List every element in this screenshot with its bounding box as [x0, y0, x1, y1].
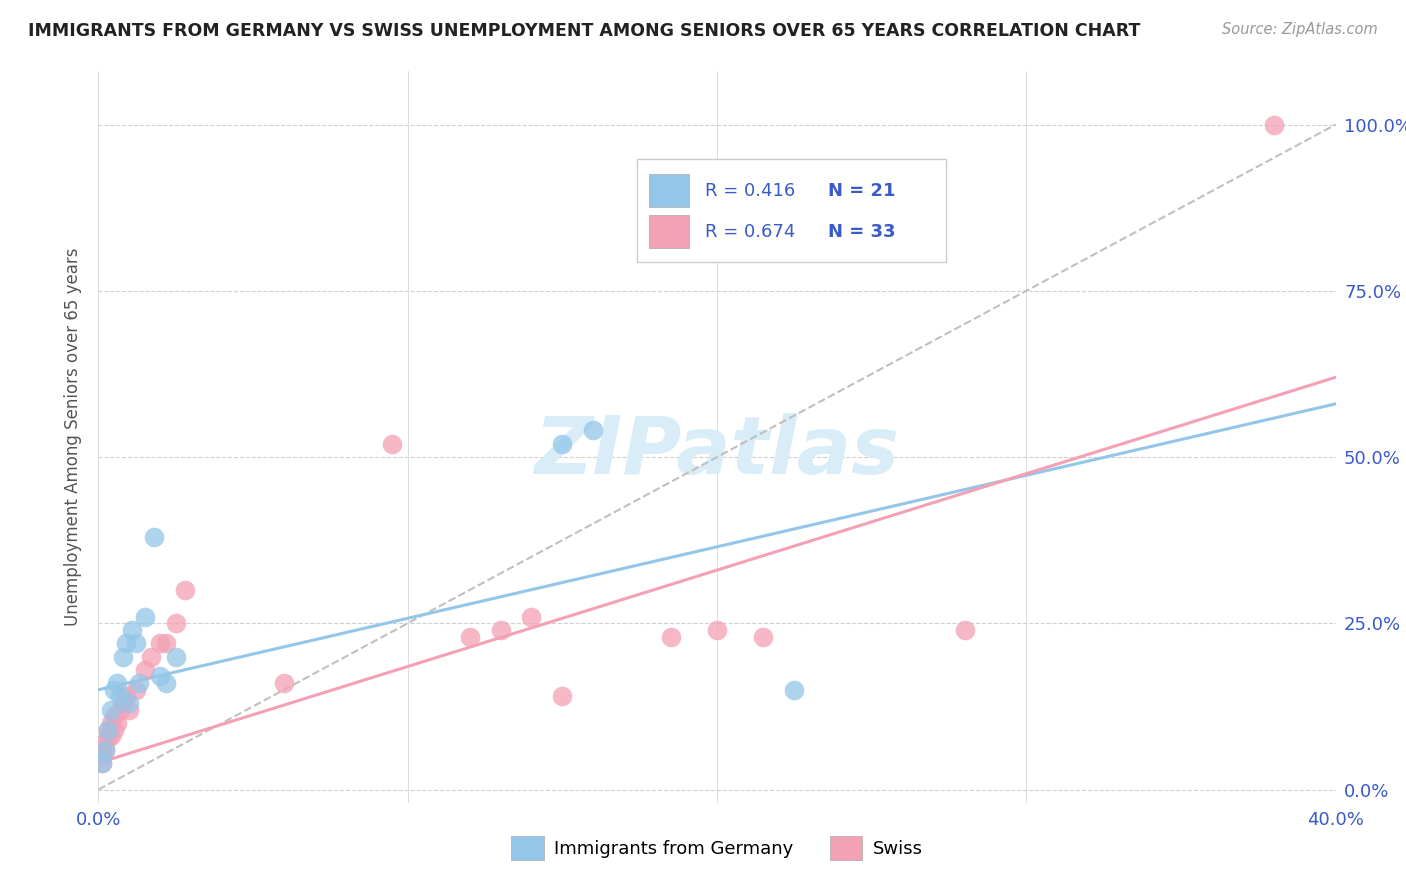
Point: [105, 716, 128, 731]
Point: [112, 696, 135, 710]
Point: [551, 690, 574, 704]
Point: [90, 756, 112, 770]
Point: [659, 630, 682, 644]
Point: [953, 623, 976, 637]
Point: [134, 663, 156, 677]
FancyBboxPatch shape: [637, 159, 946, 261]
Point: [90, 756, 112, 770]
Point: [582, 424, 605, 438]
Text: N = 33: N = 33: [828, 223, 896, 241]
Text: R = 0.416: R = 0.416: [704, 182, 794, 200]
Point: [100, 729, 122, 743]
Point: [1263, 118, 1285, 132]
Point: [458, 630, 481, 644]
Point: [143, 530, 166, 544]
Text: Source: ZipAtlas.com: Source: ZipAtlas.com: [1222, 22, 1378, 37]
Point: [124, 682, 146, 697]
Point: [520, 609, 543, 624]
Point: [706, 623, 728, 637]
Point: [115, 636, 138, 650]
Point: [93, 736, 115, 750]
Text: N = 21: N = 21: [828, 182, 896, 200]
FancyBboxPatch shape: [650, 174, 689, 207]
Point: [124, 636, 146, 650]
Point: [103, 709, 125, 723]
Y-axis label: Unemployment Among Seniors over 65 years: Unemployment Among Seniors over 65 years: [65, 248, 83, 626]
Text: R = 0.674: R = 0.674: [704, 223, 794, 241]
Text: ZIPatlas: ZIPatlas: [534, 413, 900, 491]
Point: [118, 696, 141, 710]
Point: [118, 703, 141, 717]
Point: [155, 676, 177, 690]
Point: [103, 723, 125, 737]
Point: [97, 729, 120, 743]
Point: [783, 682, 806, 697]
Point: [752, 630, 775, 644]
Legend: Immigrants from Germany, Swiss: Immigrants from Germany, Swiss: [503, 830, 931, 867]
Point: [174, 582, 197, 597]
Point: [100, 703, 122, 717]
Point: [489, 623, 512, 637]
Point: [134, 609, 156, 624]
Point: [165, 649, 187, 664]
Point: [112, 649, 135, 664]
Point: [105, 676, 128, 690]
Point: [100, 716, 122, 731]
Point: [155, 636, 177, 650]
Point: [165, 616, 187, 631]
Point: [121, 623, 143, 637]
Point: [97, 723, 120, 737]
Point: [115, 690, 138, 704]
Point: [93, 742, 115, 756]
Point: [128, 676, 150, 690]
Point: [273, 676, 295, 690]
Point: [149, 636, 172, 650]
Point: [108, 690, 131, 704]
Point: [97, 723, 120, 737]
Point: [551, 436, 574, 450]
Point: [149, 669, 172, 683]
Point: [90, 749, 112, 764]
Point: [103, 682, 125, 697]
Text: IMMIGRANTS FROM GERMANY VS SWISS UNEMPLOYMENT AMONG SENIORS OVER 65 YEARS CORREL: IMMIGRANTS FROM GERMANY VS SWISS UNEMPLO…: [28, 22, 1140, 40]
Point: [108, 703, 131, 717]
Point: [381, 436, 404, 450]
Point: [93, 742, 115, 756]
Point: [139, 649, 162, 664]
FancyBboxPatch shape: [650, 216, 689, 248]
